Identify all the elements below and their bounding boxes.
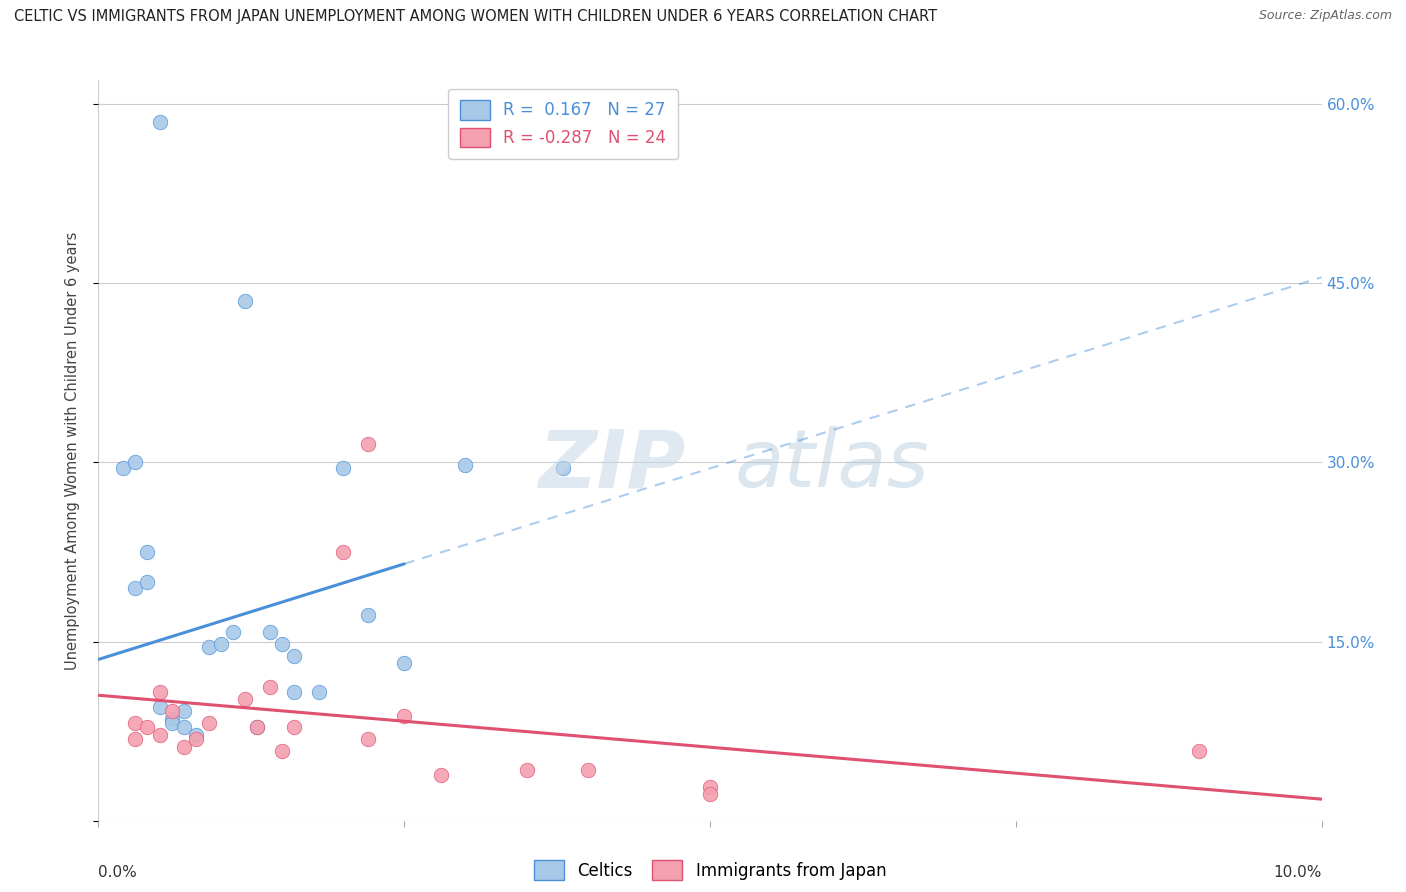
Point xyxy=(160,704,183,718)
Point xyxy=(516,764,538,778)
Point xyxy=(197,715,219,730)
Point xyxy=(173,704,195,718)
Point xyxy=(270,637,292,651)
Point xyxy=(111,461,134,475)
Point xyxy=(222,624,245,639)
Point xyxy=(136,721,159,735)
Point xyxy=(259,624,281,639)
Point xyxy=(356,437,378,451)
Point xyxy=(136,574,159,589)
Text: 10.0%: 10.0% xyxy=(1274,865,1322,880)
Point xyxy=(283,648,305,663)
Point xyxy=(699,788,721,802)
Point xyxy=(283,721,305,735)
Point xyxy=(136,545,159,559)
Point xyxy=(392,656,416,670)
Point xyxy=(186,732,208,747)
Point xyxy=(149,728,172,742)
Point xyxy=(124,455,146,469)
Point xyxy=(283,684,305,698)
Point xyxy=(332,545,354,559)
Point xyxy=(356,608,378,623)
Point xyxy=(332,461,354,475)
Text: ZIP: ZIP xyxy=(538,426,686,504)
Point xyxy=(186,728,208,742)
Point xyxy=(173,721,195,735)
Point xyxy=(149,700,172,714)
Point xyxy=(233,294,256,309)
Point xyxy=(553,461,575,475)
Point xyxy=(259,680,281,694)
Point xyxy=(246,721,269,735)
Point xyxy=(270,744,292,758)
Legend: Celtics, Immigrants from Japan: Celtics, Immigrants from Japan xyxy=(527,854,893,887)
Text: 0.0%: 0.0% xyxy=(98,865,138,880)
Point xyxy=(149,115,172,129)
Point xyxy=(699,780,721,795)
Point xyxy=(308,684,330,698)
Text: CELTIC VS IMMIGRANTS FROM JAPAN UNEMPLOYMENT AMONG WOMEN WITH CHILDREN UNDER 6 Y: CELTIC VS IMMIGRANTS FROM JAPAN UNEMPLOY… xyxy=(14,9,938,24)
Point xyxy=(209,637,232,651)
Point xyxy=(430,768,453,782)
Point xyxy=(197,640,219,655)
Point xyxy=(392,708,416,723)
Point xyxy=(246,721,269,735)
Point xyxy=(124,581,146,595)
Point xyxy=(124,732,146,747)
Point xyxy=(160,715,183,730)
Point xyxy=(173,739,195,754)
Point xyxy=(233,691,256,706)
Point xyxy=(1188,744,1211,758)
Point xyxy=(149,684,172,698)
Point xyxy=(356,732,378,747)
Text: Source: ZipAtlas.com: Source: ZipAtlas.com xyxy=(1258,9,1392,22)
Y-axis label: Unemployment Among Women with Children Under 6 years: Unemployment Among Women with Children U… xyxy=(65,231,80,670)
Point xyxy=(454,458,477,472)
Point xyxy=(124,715,146,730)
Text: atlas: atlas xyxy=(734,426,929,504)
Point xyxy=(576,764,599,778)
Point xyxy=(160,712,183,726)
